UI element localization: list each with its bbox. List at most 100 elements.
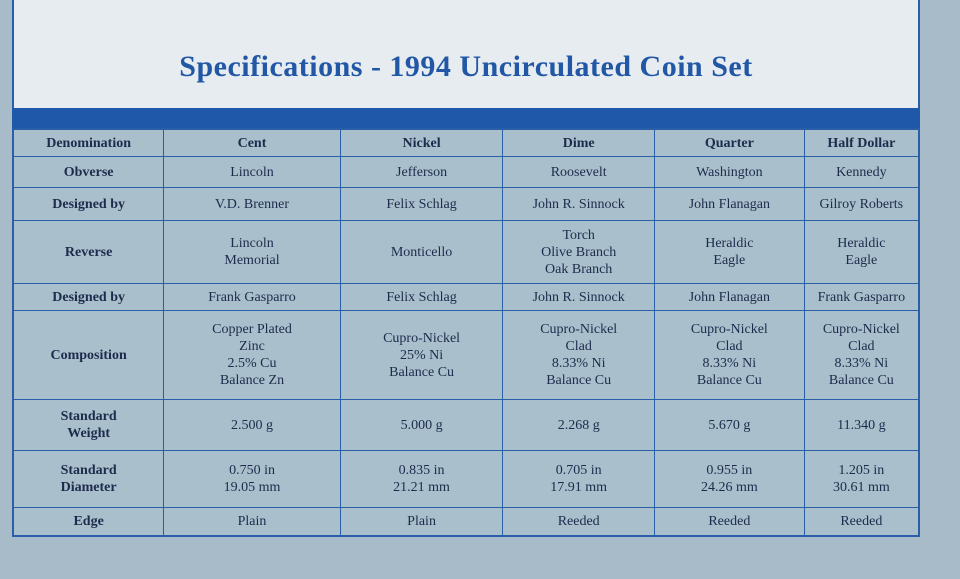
cell: 0.705 in 17.91 mm	[502, 450, 655, 508]
cell-line: John Flanagan	[688, 196, 770, 212]
cell-line: Frank Gasparro	[817, 289, 906, 305]
cell-line: 24.26 mm	[700, 480, 758, 495]
cell: Felix Schlag	[339, 283, 504, 311]
cell-line: John Flanagan	[688, 289, 770, 305]
cell-line: Cupro-Nickel	[690, 322, 768, 337]
cell-line: Felix Schlag	[386, 196, 457, 212]
cell-line: V.D. Brenner	[215, 196, 290, 212]
cell-line: Olive Branch	[541, 244, 617, 260]
cell-line: Kennedy	[836, 164, 887, 180]
cell-line: Clad	[848, 339, 875, 354]
cell-line: Plain	[407, 514, 436, 529]
cell: John Flanagan	[654, 283, 805, 311]
cell-line: 2.5% Cu	[227, 356, 277, 371]
row-label: Standard Weight	[12, 399, 165, 451]
cell: Heraldic Eagle	[803, 220, 920, 284]
cell: Lincoln	[163, 156, 341, 188]
cell-line: Washington	[696, 164, 763, 180]
cell-line: Copper Plated	[212, 322, 292, 337]
cell: 1.205 in 30.61 mm	[803, 450, 920, 508]
cell: Frank Gasparro	[163, 283, 341, 311]
cell: V.D. Brenner	[163, 187, 341, 221]
cell-line: Monticello	[390, 244, 453, 260]
cell-line: Heraldic	[705, 236, 754, 251]
title-panel: Specifications - 1994 Uncirculated Coin …	[12, 0, 920, 108]
label-line: Composition	[50, 347, 127, 363]
row: Composition Copper Plated Zinc 2.5% Cu Balan…	[12, 310, 920, 400]
cell: 0.955 in 24.26 mm	[654, 450, 805, 508]
cell-line: Clad	[565, 339, 592, 354]
column-header: Cent	[163, 128, 341, 157]
label-line: Weight	[67, 426, 111, 441]
cell: Copper Plated Zinc 2.5% Cu Balance Zn	[163, 310, 341, 400]
cell-line: Cupro-Nickel	[540, 322, 618, 337]
column-header: Denomination	[12, 128, 165, 157]
title: Specifications - 1994 Uncirculated Coin …	[179, 50, 753, 83]
cell: 0.750 in 19.05 mm	[163, 450, 341, 508]
cell: Washington	[654, 156, 805, 188]
spec-table: Denomination Cent Nickel Dime Quarter Half Do…	[12, 128, 920, 537]
cell-line: Plain	[237, 514, 267, 529]
row: Designed by Frank Gasparro Felix Schlag Joh…	[12, 283, 920, 311]
cell: 5.000 g	[339, 399, 504, 451]
cell-line: John R. Sinnock	[532, 196, 625, 212]
cell: Torch Olive Branch Oak Branch	[502, 220, 655, 284]
cell-line: Balance Cu	[828, 373, 894, 388]
cell: 2.268 g	[502, 399, 655, 451]
header-row: Denomination Cent Nickel Dime Quarter Half Do…	[12, 128, 920, 157]
cell-line: 17.91 mm	[550, 480, 608, 495]
cell-line: Balance Cu	[389, 364, 455, 380]
row-label: Standard Diameter	[12, 450, 165, 508]
label-line: Designed by	[52, 196, 125, 212]
label-line: Standard	[60, 463, 117, 478]
cell: Reeded	[803, 507, 920, 537]
cell-line: 2.268 g	[557, 417, 600, 433]
cell-line: 0.750 in	[229, 463, 275, 478]
cell-line: Memorial	[224, 253, 280, 268]
row-label: Obverse	[12, 156, 165, 188]
cell-line: Jefferson	[396, 164, 448, 180]
row-label: Composition	[12, 310, 165, 400]
cell: 5.670 g	[654, 399, 805, 451]
cell: John R. Sinnock	[502, 283, 655, 311]
row: Standard Diameter 0.750 in 19.05 mm 0.835 in…	[12, 450, 920, 508]
cell-line: Roosevelt	[550, 164, 607, 180]
cell-line: Lincoln	[230, 236, 274, 251]
cell: 0.835 in 21.21 mm	[339, 450, 504, 508]
cell-line: Reeded	[708, 514, 751, 529]
cell-line: 5.000 g	[400, 417, 443, 433]
label-line: Designed by	[52, 289, 125, 305]
cell: Cupro-Nickel Clad 8.33% Ni Balance Cu	[654, 310, 805, 400]
row-label: Edge	[12, 507, 165, 537]
cell-line: Torch	[562, 227, 595, 243]
cell-line: Felix Schlag	[386, 289, 457, 305]
cell: Reeded	[654, 507, 805, 537]
cell-line: 8.33% Ni	[551, 356, 606, 371]
row: Edge Plain Plain Reeded Reeded Reeded	[12, 507, 920, 537]
cell-line: 0.835 in	[398, 463, 445, 478]
label-line: Diameter	[60, 480, 117, 495]
cell-line: John R. Sinnock	[532, 289, 625, 305]
blue-band	[12, 108, 920, 128]
label-line: Standard	[60, 409, 117, 424]
cell-line: Cupro-Nickel	[822, 322, 900, 337]
row: Designed by V.D. Brenner Felix Schlag John …	[12, 187, 920, 221]
column-header: Half Dollar	[803, 128, 920, 157]
cell: Frank Gasparro	[803, 283, 920, 311]
cell: 11.340 g	[803, 399, 920, 451]
column-header: Dime	[502, 128, 655, 157]
cell-line: 0.705 in	[555, 463, 602, 478]
cell-line: Gilroy Roberts	[819, 196, 904, 212]
cell: Cupro-Nickel 25% Ni Balance Cu	[339, 310, 504, 400]
cell: Lincoln Memorial	[163, 220, 341, 284]
cell-line: 1.205 in	[838, 463, 885, 478]
cell-line: Balance Cu	[546, 373, 612, 388]
cell-line: Balance Zn	[219, 373, 285, 388]
cell-line: Frank Gasparro	[208, 289, 296, 305]
cell-line: 11.340 g	[837, 417, 886, 433]
cell-line: Eagle	[845, 253, 878, 268]
row: Standard Weight 2.500 g 5.000 g 2.268 g 5.670…	[12, 399, 920, 451]
cell: Plain	[339, 507, 504, 537]
cell-line: 5.670 g	[708, 417, 751, 433]
